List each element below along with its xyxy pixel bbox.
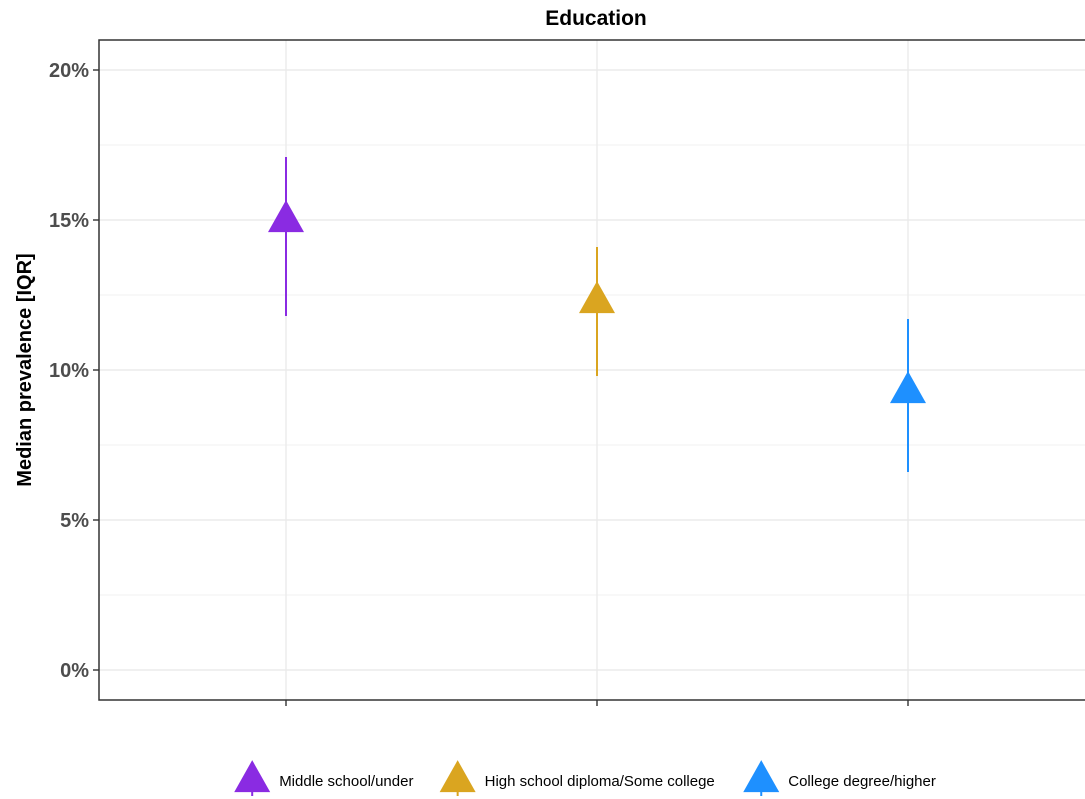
- y-tick-label: 15%: [49, 210, 89, 232]
- legend-key-triangle: [439, 760, 476, 793]
- legend-label: Middle school/under: [279, 773, 413, 790]
- y-axis: 0% 5% 10% 15% 20%: [49, 60, 99, 682]
- median-marker: [890, 371, 926, 404]
- median-marker: [579, 281, 615, 314]
- data-marks: [268, 157, 926, 472]
- legend-key-triangle: [743, 760, 780, 793]
- y-tick-label: 20%: [49, 60, 89, 82]
- legend-item: College degree/higher: [743, 760, 936, 796]
- median-marker: [268, 200, 304, 233]
- y-tick-label: 0%: [60, 660, 89, 682]
- legend-item: High school diploma/Some college: [439, 760, 715, 796]
- y-tick-label: 5%: [60, 510, 89, 532]
- legend-label: High school diploma/Some college: [485, 773, 715, 790]
- y-axis-label: Median prevalence [IQR]: [14, 253, 36, 486]
- y-tick-label: 10%: [49, 360, 89, 382]
- major-gridlines: [99, 40, 1085, 700]
- legend-label: College degree/higher: [788, 773, 936, 790]
- chart-title: Education: [545, 7, 647, 30]
- x-axis: [285, 700, 909, 706]
- legend: Middle school/under High school diploma/S…: [234, 760, 936, 796]
- legend-item: Middle school/under: [234, 760, 413, 796]
- legend-key-triangle: [234, 760, 271, 793]
